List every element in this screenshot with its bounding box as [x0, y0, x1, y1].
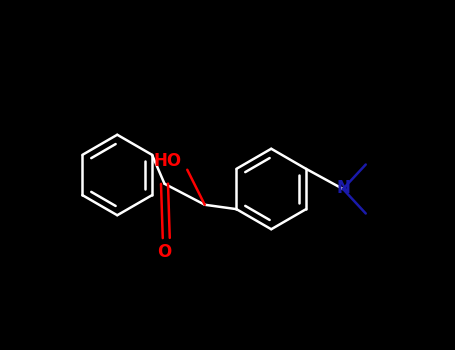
Text: HO: HO [154, 152, 182, 170]
Text: O: O [157, 243, 172, 261]
Text: N: N [337, 179, 351, 197]
